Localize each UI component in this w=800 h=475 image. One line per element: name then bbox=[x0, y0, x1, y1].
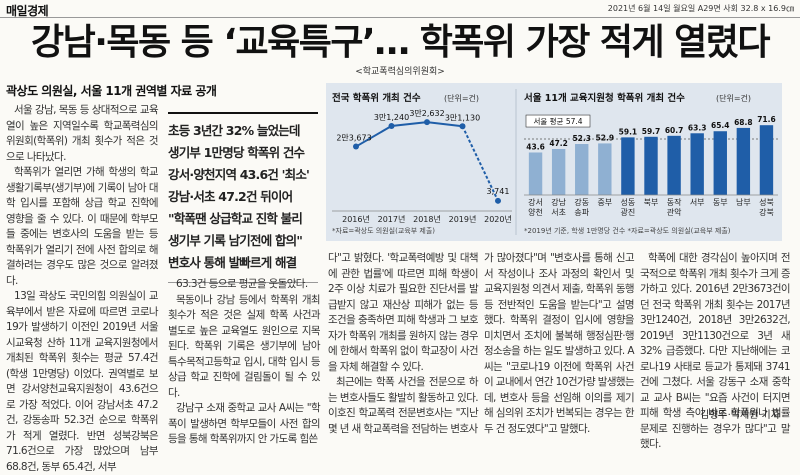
right-chart-average-box bbox=[525, 114, 591, 128]
right-chart-bar bbox=[528, 152, 543, 195]
right-chart-data-label: 52.9 bbox=[596, 133, 615, 142]
right-chart-x-tick: 서초 bbox=[551, 208, 566, 217]
pull-quote-bottom-rule bbox=[168, 282, 318, 283]
right-chart-data-label: 47.2 bbox=[549, 139, 568, 148]
right-chart-data-label: 59.1 bbox=[619, 127, 638, 136]
right-chart-bar bbox=[598, 143, 612, 195]
left-chart-point bbox=[459, 123, 466, 130]
pull-quote-line: 생기부 1만명당 학폭위 건수 bbox=[168, 145, 305, 160]
left-chart-line-dashed bbox=[461, 125, 499, 202]
paragraph: 다"고 밝혔다. '학교폭력예방 및 대책에 관한 법률'에 따르면 피해 학생… bbox=[328, 252, 479, 373]
left-chart-data-label: 2만3,673 bbox=[336, 134, 371, 143]
right-chart-data-label: 65.4 bbox=[711, 121, 730, 130]
right-chart-x-tick: 관악 bbox=[667, 207, 682, 217]
right-chart-x-tick: 중부 bbox=[597, 198, 612, 207]
left-chart-data-label: 3만1,240 bbox=[374, 113, 409, 122]
left-chart-x-tick: 2020년 bbox=[484, 214, 512, 224]
paragraph: 학폭위가 열리면 가해 학생의 학교생활기록부(생기부)에 기록이 남아 대학 … bbox=[6, 166, 159, 287]
byline: 김형주·박제완 기자 bbox=[700, 410, 780, 421]
right-chart-x-tick: 북부 bbox=[644, 198, 659, 207]
paragraph: 63.3건 등으로 평균을 웃돌았다. bbox=[176, 278, 308, 290]
dateline: 2021년 6월 14일 월요일 A29면 사회 32.8 x 16.9㎝ bbox=[607, 4, 794, 13]
right-chart-data-label: 59.7 bbox=[642, 127, 661, 136]
left-chart-unit: (단위=건) bbox=[444, 93, 479, 103]
top-rule bbox=[0, 17, 800, 18]
paragraph: 학폭에 대한 경각심이 높아지며 전국적으로 학폭위 개최 횟수가 크게 증가하… bbox=[640, 252, 791, 450]
right-chart-x-tick: 송파 bbox=[574, 208, 589, 217]
article-column-5: 학폭에 대한 경각심이 높아지며 전국적으로 학폭위 개최 횟수가 크게 증가하… bbox=[640, 251, 791, 453]
left-chart-data-label: 3만1,130 bbox=[445, 113, 480, 122]
infographic-svg: 전국 학폭위 개최 건수 (단위=건) 2만3,673 2016년 3만1,240 201… bbox=[332, 89, 778, 235]
right-chart-bar bbox=[667, 135, 681, 195]
right-chart-data-label: 68.8 bbox=[734, 118, 753, 127]
left-chart-data-label: 3만2,632 bbox=[409, 109, 444, 118]
right-chart-average-label: 서울 평균 57.4 bbox=[533, 116, 582, 126]
right-chart-note: *2019년 기준, 학생 1만명당 건수 *자료=곽상도 의원실(교육부 제출… bbox=[524, 226, 731, 235]
right-chart-bar bbox=[575, 144, 589, 195]
right-chart-unit: (단위=건) bbox=[716, 93, 751, 103]
right-chart-title: 서울 11개 교육지원청 학폭위 개최 건수 bbox=[524, 92, 685, 104]
left-chart-data-label: 3,741 bbox=[487, 187, 510, 196]
pull-quote-line: 변호사 통해 발빠르게 해결 bbox=[168, 255, 297, 270]
pull-quote-line: 생기부 기록 남기전에 합의" bbox=[168, 233, 303, 248]
right-chart-x-tick: 강동 bbox=[574, 197, 589, 207]
right-chart-x-tick: 동부 bbox=[713, 198, 728, 207]
right-chart-bar bbox=[621, 137, 635, 195]
subheadline: 곽상도 의원실, 서울 11개 권역별 자료 공개 bbox=[6, 84, 217, 98]
left-chart-point bbox=[495, 197, 501, 204]
right-chart-data-label: 71.6 bbox=[757, 115, 776, 124]
left-chart-x-tick: 2018년 bbox=[413, 214, 441, 224]
headline: 강남·목동 등 ‘교육특구’… 학폭위 가장 적게 열렸다 bbox=[30, 22, 771, 63]
right-chart-bar bbox=[736, 127, 751, 195]
right-chart-data-label: 43.6 bbox=[526, 142, 545, 151]
right-chart-x-tick: 남부 bbox=[736, 198, 751, 207]
left-chart-point bbox=[353, 143, 359, 150]
right-chart-bar bbox=[644, 136, 658, 195]
right-chart-x-tick: 서부 bbox=[690, 198, 705, 207]
right-chart-x-tick: 성동 bbox=[621, 198, 636, 207]
article-column-1: 서울 강남, 목동 등 상대적으로 교육열이 높은 지역일수록 학교폭력심의위원… bbox=[6, 103, 159, 475]
pull-quote-line: 초등 3년간 32% 늘었는데 bbox=[168, 123, 300, 138]
article-column-2: 63.3건 등으로 평균을 웃돌았다. 목동이나 강남 등에서 학폭위 개최 횟… bbox=[168, 277, 321, 448]
pull-quote-line: "학폭땐 상급학교 진학 불리 bbox=[168, 211, 303, 226]
right-chart-data-label: 63.3 bbox=[688, 123, 707, 132]
left-chart-point bbox=[424, 119, 430, 126]
left-chart-line bbox=[355, 121, 463, 148]
right-chart-x-tick: 강서 bbox=[528, 197, 543, 207]
right-chart-bar bbox=[551, 148, 566, 195]
infographic-panel: 전국 학폭위 개최 건수 (단위=건) 2만3,673 2016년 3만1,240 201… bbox=[326, 83, 782, 241]
left-chart-x-tick: 2017년 bbox=[378, 214, 406, 224]
headline-source: <학교폭력심의위원회> bbox=[355, 67, 445, 77]
right-chart-x-tick: 양천 bbox=[528, 207, 543, 217]
paragraph: 서울 강남, 목동 등 상대적으로 교육열이 높은 지역일수록 학교폭력심의위원… bbox=[6, 104, 159, 163]
article-column-4: 가 많아졌다"며 "변호사를 통해 신고서 작성이나 조사 과정의 확인서 및 … bbox=[484, 251, 635, 437]
right-chart-bar bbox=[713, 131, 727, 195]
pull-quote-line: 강서·양천지역 43.6건 '최소' bbox=[168, 167, 310, 182]
pull-quote-box: 초등 3년간 32% 늘었는데 생기부 1만명당 학폭위 건수 강서·양천지역 … bbox=[168, 112, 320, 283]
right-chart-x-tick: 동작 bbox=[667, 197, 682, 207]
paragraph: 가 많아졌다"며 "변호사를 통해 신고서 작성이나 조사 과정의 확인서 및 … bbox=[484, 252, 635, 435]
left-chart-note: *자료=곽상도 의원실(교육부 제출) bbox=[332, 226, 435, 235]
right-chart-x-tick: 강북 bbox=[759, 207, 774, 217]
left-chart-x-tick: 2016년 bbox=[342, 214, 370, 224]
pull-quote-top-rule bbox=[168, 112, 318, 114]
paragraph: 강남구 소재 중학교 교사 A씨는 "학폭이 발생하면 학부모들이 사전 합의 … bbox=[168, 402, 321, 445]
paragraph: 최근에는 학폭 사건을 전문으로 하는 변호사들도 활발히 활동하고 있다. 이… bbox=[328, 376, 479, 435]
pull-quote-line: 강남·서초 47.2건 뒤이어 bbox=[168, 189, 293, 204]
left-chart-point bbox=[388, 122, 395, 129]
paragraph: 목동이나 강남 등에서 학폭위 개최 횟수가 적은 것은 실제 학폭 사건과 별… bbox=[168, 293, 321, 399]
right-chart-x-tick: 강남 bbox=[551, 197, 566, 207]
newspaper-masthead: 매일경제 bbox=[6, 4, 49, 18]
article-column-3: 다"고 밝혔다. '학교폭력예방 및 대책에 관한 법률'에 따르면 피해 학생… bbox=[328, 251, 479, 437]
right-chart-bar bbox=[690, 133, 704, 195]
right-chart-x-tick: 성북 bbox=[759, 198, 774, 207]
left-chart-title: 전국 학폭위 개최 건수 bbox=[332, 92, 421, 104]
right-chart-bar bbox=[759, 125, 774, 195]
right-chart-x-tick: 광진 bbox=[621, 207, 636, 217]
right-chart-data-label: 52.3 bbox=[572, 134, 591, 143]
right-chart-data-label: 60.7 bbox=[665, 126, 684, 135]
left-chart-x-tick: 2019년 bbox=[449, 214, 477, 224]
paragraph: 13일 곽상도 국민의힘 의원실이 교육부에서 받은 자료에 따르면 코로나19… bbox=[6, 290, 159, 473]
